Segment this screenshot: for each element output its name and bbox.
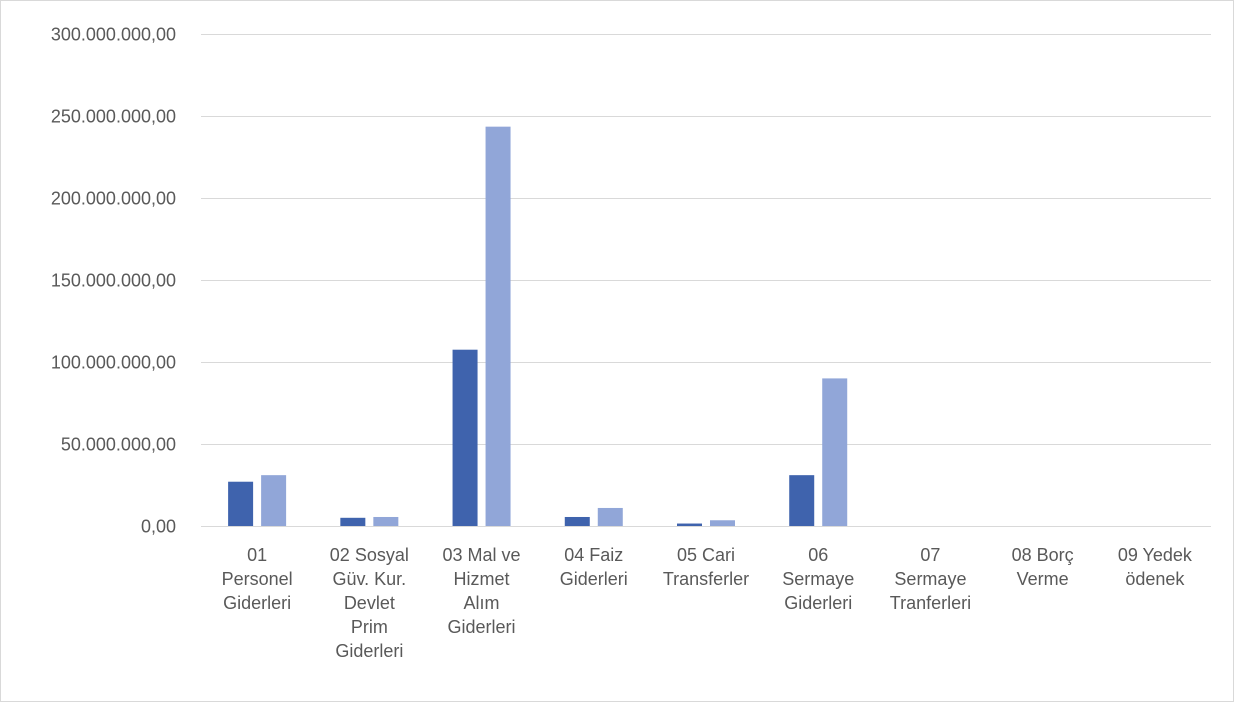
bar [564, 516, 590, 526]
x-category-label: 01 Personel Giderleri [222, 545, 293, 613]
x-category-label: 05 Cari Transferler [663, 545, 749, 589]
x-category-label: 09 Yedek ödenek [1118, 545, 1193, 589]
x-category-label: 04 Faiz Giderleri [560, 545, 628, 589]
y-tick-label: 250.000.000,00 [51, 107, 176, 127]
bar [677, 523, 702, 526]
gridlines [201, 34, 1211, 527]
x-category-label: 06 Sermaye Giderleri [782, 545, 854, 613]
bar [228, 481, 254, 526]
bar [789, 475, 815, 526]
x-category-label: 02 Sosyal Güv. Kur. Devlet Prim Giderleri [330, 545, 409, 661]
bar [373, 516, 399, 526]
bar [710, 520, 735, 526]
y-tick-label: 50.000.000,00 [61, 435, 176, 455]
bars [228, 126, 848, 526]
y-tick-label: 100.000.000,00 [51, 353, 176, 373]
x-category-label: 03 Mal ve Hizmet Alım Giderleri [443, 545, 521, 637]
y-tick-label: 0,00 [141, 517, 176, 537]
bar [485, 126, 511, 526]
bar [340, 517, 366, 526]
bar [597, 507, 623, 526]
y-tick-label: 150.000.000,00 [51, 271, 176, 291]
y-axis-ticks: 0,00 50.000.000,00 100.000.000,00 150.000.0… [51, 25, 176, 537]
x-category-label: 07 Sermaye Tranferleri [890, 545, 971, 613]
bar [261, 475, 287, 526]
y-tick-label: 300.000.000,00 [51, 25, 176, 45]
bar [452, 349, 478, 526]
x-axis-categories: 01 Personel Giderleri 02 Sosyal Güv. Kur. Dev… [222, 545, 1193, 661]
bar [822, 378, 848, 526]
y-tick-label: 200.000.000,00 [51, 189, 176, 209]
x-category-label: 08 Borç Verme [1012, 545, 1074, 589]
